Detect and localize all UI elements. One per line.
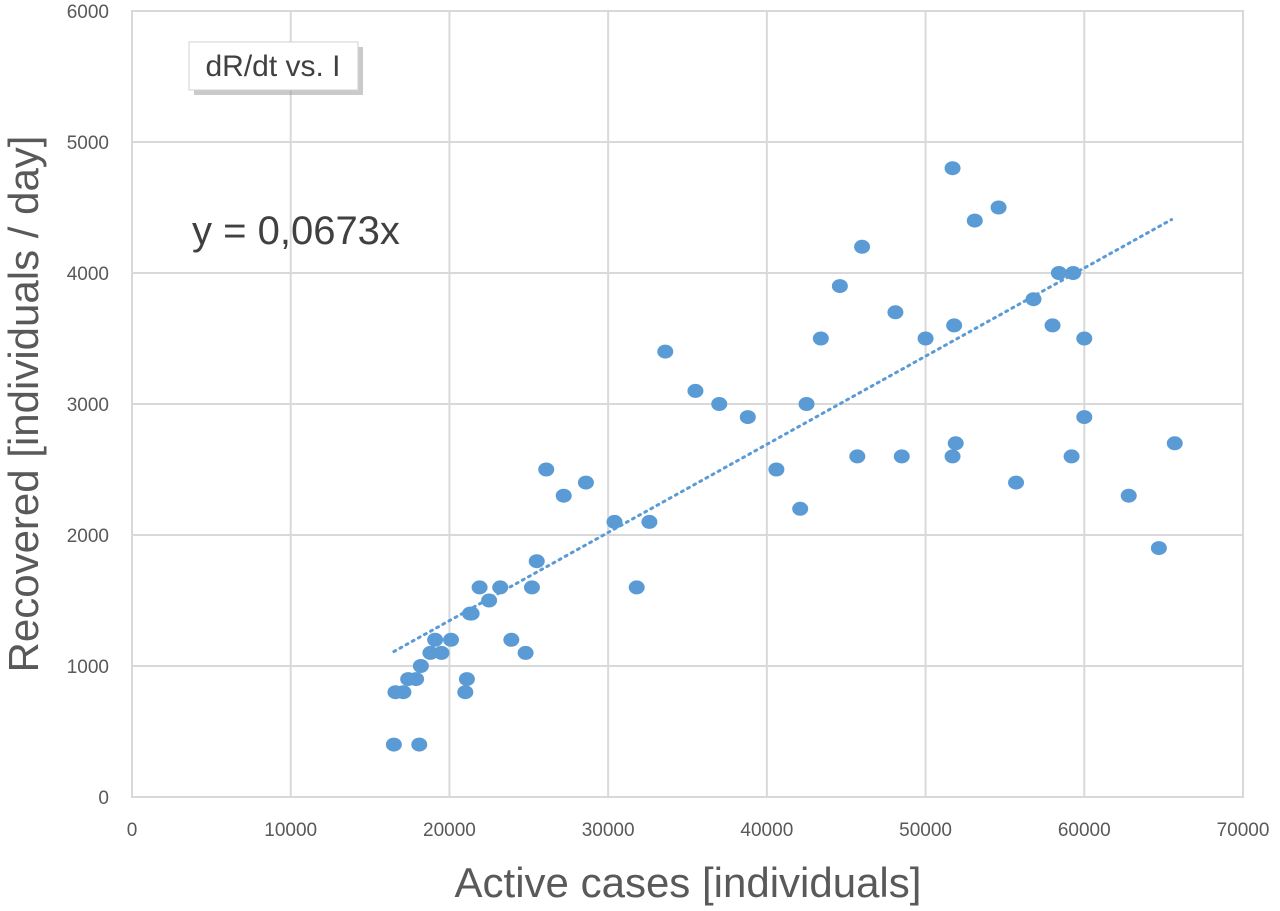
data-point [711,397,728,411]
data-point [481,593,498,608]
data-point [422,645,439,660]
grid-lines [132,11,1243,797]
data-point [792,501,809,516]
data-point [768,462,785,477]
data-point [947,436,964,451]
data-point [458,672,475,687]
y-tick-label: 3000 [67,395,109,416]
y-tick-label: 6000 [67,2,109,23]
data-point [1065,266,1082,280]
trendline [392,218,1174,654]
data-point [528,554,545,569]
x-tick-label: 10000 [264,820,317,841]
data-point [443,632,460,647]
data-point [831,279,848,294]
data-point [463,606,480,621]
y-tick-label: 4000 [67,264,109,285]
data-point [471,580,488,595]
data-point [893,449,910,464]
trendline-group [392,218,1174,654]
y-tick-label: 0 [98,788,109,809]
data-point [538,462,555,477]
data-point [577,475,594,490]
data-point [427,632,444,647]
data-point [849,449,866,464]
data-point [555,488,572,503]
data-point [657,344,674,359]
data-point [1025,292,1042,307]
legend: dR/dt vs. I [188,41,363,95]
data-point [1120,488,1137,503]
data-point [798,397,815,411]
y-tick-label: 1000 [67,657,109,678]
y-tick-label: 5000 [67,133,109,154]
x-tick-label: 20000 [423,820,476,841]
data-point [966,213,983,228]
x-tick-label: 40000 [740,820,793,841]
x-axis-title: Active cases [individuals] [455,859,922,906]
data-point [628,580,645,595]
data-point [1044,318,1061,333]
data-point [412,659,429,673]
data-point [687,383,704,398]
data-point [517,645,534,660]
data-point [1076,331,1093,346]
y-axis-title: Recovered [individuals / day] [0,136,47,673]
data-point [411,737,428,752]
data-point [1050,266,1067,280]
data-point [1150,541,1167,556]
data-point [944,161,961,176]
data-point [812,331,829,346]
y-tick-label: 2000 [67,526,109,547]
data-point [408,672,425,687]
data-point [523,580,540,595]
x-tick-label: 0 [127,820,138,841]
data-point [492,580,509,595]
data-point [385,737,402,752]
tick-labels: 0 10000 20000 30000 40000 50000 60000 70000 0 100… [67,2,1270,841]
data-point [503,632,520,647]
data-point [944,449,961,464]
data-point [606,514,623,529]
x-tick-label: 60000 [1058,820,1111,841]
data-points [385,161,1183,752]
legend-label: dR/dt vs. I [205,50,340,83]
data-point [990,200,1007,215]
data-point [854,239,871,254]
data-point [433,645,450,660]
data-point [1076,410,1093,425]
data-point [457,685,474,700]
data-point [641,514,658,529]
data-point [1166,436,1183,451]
data-point [395,685,412,700]
x-tick-label: 50000 [899,820,952,841]
plot-area-border [131,10,1244,798]
data-point [917,331,934,346]
data-point [887,305,904,320]
data-point [739,410,756,425]
data-point [1008,475,1025,490]
trendline-equation: y = 0,0673x [192,209,400,253]
x-tick-label: 70000 [1217,820,1270,841]
x-tick-label: 30000 [582,820,635,841]
data-point [946,318,963,333]
data-point [1063,449,1080,464]
plot-area-frame [131,10,1244,798]
